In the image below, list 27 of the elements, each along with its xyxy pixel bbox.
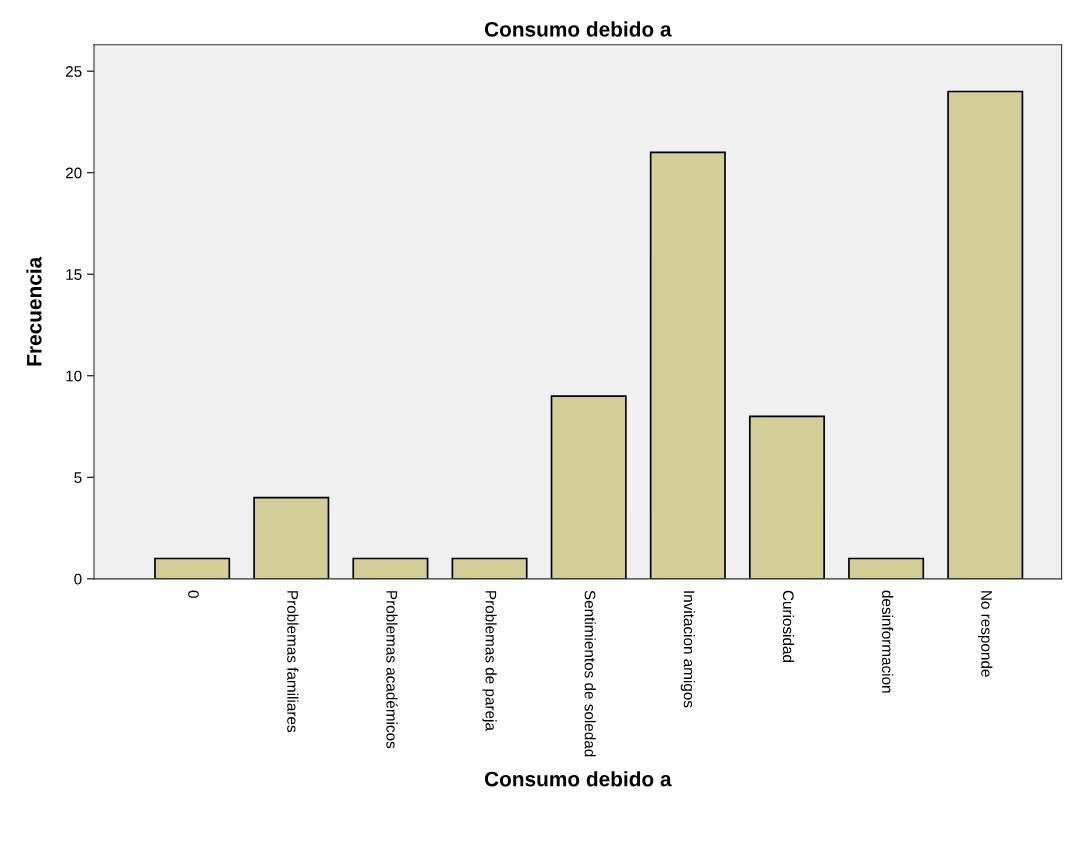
- chart-title: Consumo debido a: [484, 21, 672, 37]
- bar: [352, 557, 429, 579]
- bar: [848, 557, 925, 579]
- x-tick-label: 0: [188, 590, 199, 598]
- x-axis-title: Consumo debido a: [484, 771, 672, 787]
- x-tick-label: Sentimientos de soledad: [584, 590, 596, 757]
- bar: [550, 395, 627, 579]
- bar: [947, 90, 1024, 579]
- x-tick-label: Invitacion amigos: [680, 591, 695, 708]
- x-tick-label: No responde: [978, 591, 993, 677]
- y-tick-label: 15: [66, 269, 82, 280]
- y-tick-label: 0: [74, 573, 82, 585]
- bar: [451, 557, 528, 579]
- x-tick-label: Problemas de pareja: [482, 591, 497, 731]
- bar: [253, 496, 330, 579]
- x-tick-label: Curiosidad: [782, 590, 795, 662]
- x-tick-label: Problemas académicos: [386, 591, 398, 749]
- y-tick-label: 25: [65, 66, 82, 77]
- bar: [649, 151, 726, 579]
- y-axis-title: Frecuencia: [26, 256, 42, 366]
- y-tick-label: 20: [65, 167, 82, 179]
- x-tick-label: desinformacion: [882, 590, 894, 693]
- y-tick-label: 10: [66, 370, 82, 382]
- y-tick-label: 5: [74, 472, 82, 483]
- bar: [748, 415, 825, 579]
- bar: [154, 557, 231, 579]
- x-tick-label: Problemas familiares: [287, 591, 299, 733]
